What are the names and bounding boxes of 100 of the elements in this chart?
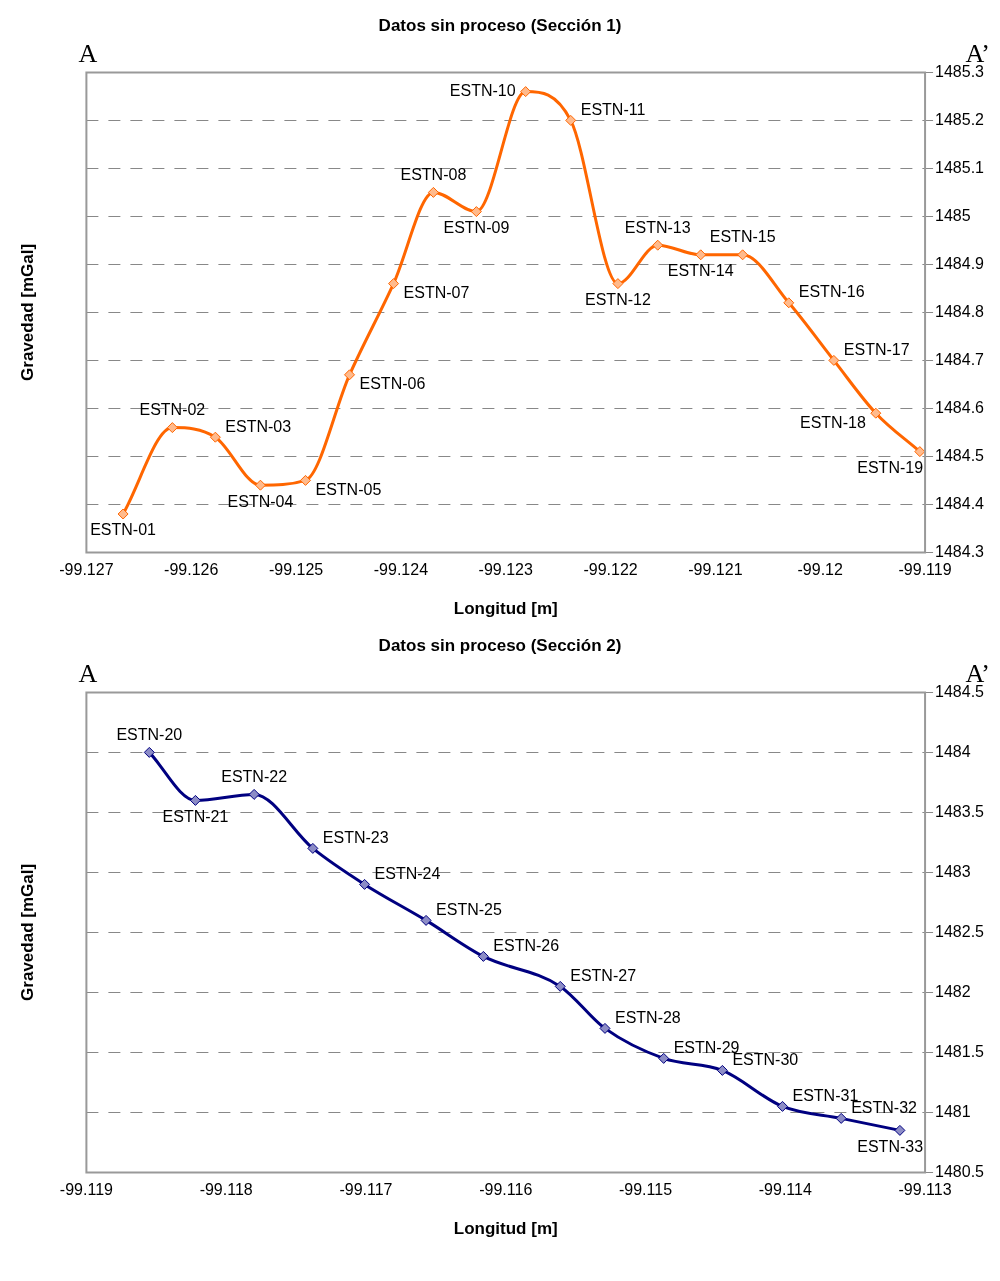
y-tick-label: 1484.4 — [935, 494, 985, 512]
point — [420, 914, 432, 926]
x-tick-label: -99.113 — [898, 1181, 952, 1199]
point — [828, 354, 840, 366]
annotation: ESTN-13 — [624, 218, 691, 236]
point — [388, 278, 400, 290]
chart-title: Datos sin proceso (Sección 2) — [378, 635, 622, 655]
annotation: ESTN-15 — [709, 228, 776, 246]
point — [914, 446, 926, 458]
y-tick-label: 1484.7 — [935, 350, 985, 368]
annotation: ESTN-20 — [116, 725, 183, 743]
point — [520, 86, 532, 98]
y-tick-label: 1485.2 — [935, 110, 985, 128]
point — [776, 1100, 788, 1112]
point — [695, 249, 707, 261]
y-tick-label: 1483.5 — [935, 802, 985, 820]
annotation: ESTN-05 — [315, 480, 382, 498]
annotation: ESTN-09 — [443, 219, 510, 237]
annotation: ESTN-01 — [90, 521, 157, 539]
chart-title: Datos sin proceso (Sección 1) — [378, 15, 622, 35]
annotation: ESTN-14 — [667, 262, 734, 280]
point — [166, 422, 178, 434]
y-tick-label: 1484.5 — [935, 446, 985, 464]
x-tick-label: -99.123 — [478, 561, 533, 579]
y-tick-label: 1482 — [935, 982, 971, 1000]
point — [652, 239, 664, 251]
annotation: ESTN-03 — [225, 417, 292, 435]
point — [894, 1124, 906, 1136]
point — [300, 474, 311, 486]
annotation: ESTN-19 — [857, 459, 924, 477]
y-tick-label: 1482.5 — [935, 922, 985, 940]
y-axis-title: Gravedad [mGal] — [17, 243, 37, 381]
x-tick-label: -99.119 — [898, 561, 952, 579]
point — [554, 980, 566, 992]
point — [599, 1022, 611, 1034]
x-axis-title: Longitud [m] — [453, 599, 558, 619]
point — [565, 114, 577, 126]
y-tick-label: 1485 — [935, 206, 971, 224]
x-axis-title: Longitud [m] — [453, 1219, 558, 1239]
y-axis-title: Gravedad [mGal] — [17, 863, 37, 1001]
y-tick-label: 1481.5 — [935, 1042, 985, 1060]
x-tick-label: -99.127 — [59, 561, 114, 579]
point — [835, 1112, 847, 1124]
x-tick-label: -99.114 — [758, 1181, 812, 1199]
annotation: ESTN-24 — [374, 864, 441, 882]
annotation: ESTN-12 — [585, 291, 651, 309]
point — [783, 297, 795, 309]
x-tick-label: -99.119 — [59, 1181, 114, 1199]
annotation: ESTN-21 — [162, 807, 229, 825]
x-tick-label: -99.116 — [479, 1181, 533, 1199]
annotation: ESTN-02 — [139, 401, 206, 419]
x-tick-label: -99.125 — [268, 561, 324, 579]
x-tick-label: -99.118 — [199, 1181, 253, 1199]
point — [143, 746, 155, 758]
point — [427, 186, 439, 198]
annotation: ESTN-06 — [359, 375, 426, 393]
point — [716, 1064, 728, 1076]
annotation: ESTN-25 — [436, 900, 502, 918]
annotation: ESTN-17 — [843, 340, 910, 358]
y-tick-label: 1484.6 — [935, 398, 985, 416]
annotation: ESTN-26 — [493, 936, 560, 954]
annotation: ESTN-08 — [400, 165, 467, 183]
annotation: ESTN-10 — [449, 82, 516, 100]
point — [658, 1052, 670, 1064]
annotation: ESTN-04 — [227, 492, 294, 510]
y-tick-label: 1484 — [935, 742, 971, 760]
point — [209, 431, 221, 443]
point — [359, 878, 371, 890]
text: A — [78, 659, 98, 689]
y-tick-label: 1484.9 — [935, 254, 985, 272]
point — [307, 842, 319, 854]
annotation: ESTN-28 — [614, 1008, 681, 1026]
text: A — [78, 39, 98, 69]
annotation: ESTN-23 — [322, 828, 389, 846]
x-tick-label: -99.117 — [339, 1181, 393, 1199]
x-tick-label: -99.126 — [164, 561, 219, 579]
y-tick-label: 1484.3 — [935, 542, 985, 560]
annotation: ESTN-22 — [221, 767, 288, 785]
y-tick-label: 1484.8 — [935, 302, 985, 320]
x-tick-label: -99.115 — [618, 1181, 673, 1199]
point — [189, 794, 201, 806]
y-tick-label: 1480.5 — [935, 1162, 985, 1180]
point — [870, 407, 882, 419]
y-tick-label: 1481 — [935, 1102, 971, 1120]
y-tick-label: 1485.1 — [935, 158, 985, 176]
annotation: ESTN-33 — [857, 1137, 924, 1155]
annotation: ESTN-07 — [403, 284, 470, 302]
x-tick-label: -99.121 — [688, 561, 743, 579]
point — [248, 788, 260, 800]
point — [344, 369, 356, 381]
point — [117, 508, 129, 520]
point — [612, 278, 624, 290]
point — [477, 950, 489, 962]
annotation: ESTN-16 — [798, 283, 865, 301]
point — [470, 206, 482, 218]
annotation: ESTN-27 — [570, 966, 637, 984]
x-tick-label: -99.122 — [583, 561, 638, 579]
annotation: ESTN-11 — [580, 100, 646, 118]
x-tick-label: -99.124 — [373, 561, 429, 579]
y-tick-label: 1483 — [935, 862, 971, 880]
